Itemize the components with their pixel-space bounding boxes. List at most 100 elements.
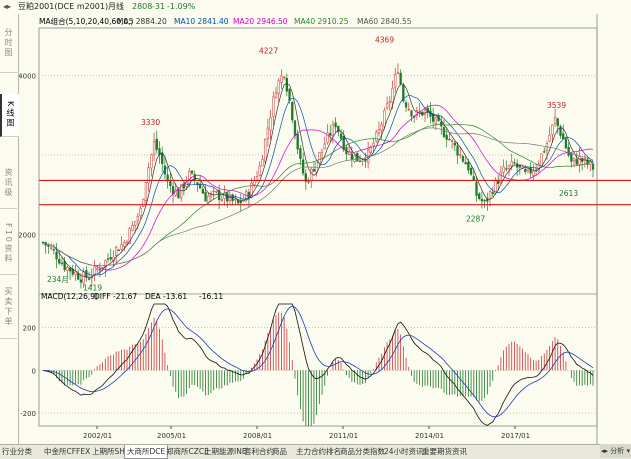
candle-body (152, 141, 156, 155)
candle-body (58, 259, 61, 264)
period-label[interactable]: 月线 (108, 2, 124, 11)
exchange-tab[interactable]: 套利合约 (244, 447, 274, 456)
candle-body (296, 133, 299, 150)
price-annotation: 4227 (259, 47, 278, 56)
candle-body (212, 190, 215, 193)
candle-body (369, 146, 372, 153)
candle-body (488, 191, 492, 200)
tab-intraday[interactable]: 分时图 (0, 14, 17, 73)
candle-body (166, 174, 169, 182)
candle-body (391, 87, 394, 103)
tab-news[interactable]: 资讯级 (0, 158, 17, 209)
candle-body (323, 143, 326, 150)
candle-body (288, 88, 291, 101)
candle-body (104, 260, 107, 268)
candle-body (315, 161, 318, 173)
candle-body (540, 153, 543, 166)
candle-body (529, 167, 532, 174)
x-tick-label: 2014/01 (415, 432, 444, 440)
candle-body (150, 154, 153, 169)
exchange-tab[interactable]: 重要期货资讯 (422, 447, 467, 456)
price-annotation: 4369 (375, 35, 394, 44)
candle-body (266, 127, 270, 139)
exchange-tab[interactable]: 郑商所CZCE (166, 447, 209, 456)
candle-body (372, 142, 375, 146)
candle-body (55, 251, 58, 260)
exchange-tab[interactable]: 上期能源INE (204, 447, 247, 456)
candle-body (537, 163, 540, 172)
exchange-tab[interactable]: 24小时资讯 (384, 447, 424, 456)
candle-body (106, 258, 110, 260)
candle-body (469, 167, 473, 175)
candle-body (79, 279, 83, 283)
candle-body (499, 172, 503, 183)
candle-body (497, 180, 500, 184)
macd-dea-legend: DEA -13.61 (145, 292, 187, 301)
price-annotation: 1419 (83, 284, 102, 293)
exchange-tab-bar: 行业分类 中金所CFFEX 上期所SHFE 大商所DCE 郑商所CZCE 上期能源INE 套… (0, 444, 631, 459)
ma10-line (42, 94, 594, 276)
candle-body (440, 121, 443, 127)
exchange-tab[interactable]: 商品 (272, 447, 287, 456)
nav-arrows-icon[interactable]: ◂▸ (3, 2, 12, 11)
candle-body (532, 171, 535, 176)
exchange-tab[interactable]: 商品分类指数 (340, 447, 385, 456)
price-tick-label: 4000 (19, 73, 36, 81)
candle-body (133, 221, 137, 226)
candle-body (377, 129, 381, 134)
candle-body (320, 149, 324, 153)
price-change-pct: -1.09% (167, 2, 196, 11)
exchange-tab[interactable]: 行业分类 (2, 447, 32, 456)
x-tick-label: 2011/01 (329, 432, 358, 440)
candle-body (578, 156, 581, 165)
candle-body (337, 126, 340, 133)
candle-body (171, 186, 175, 195)
tab-f10[interactable]: F10资料 (0, 212, 17, 275)
candle-body (459, 154, 462, 156)
view-tab-sidebar: 分时图 K线图 资讯级 F10资料 买卖下单 (0, 14, 19, 444)
candle-body (358, 160, 362, 163)
candle-body (361, 159, 364, 162)
price-annotation: 2613 (559, 189, 578, 198)
macd-indicator-label: MACD(12,26,9) (41, 292, 98, 301)
exchange-tab[interactable]: 中金所CFFEX (44, 447, 91, 456)
candle-body (144, 182, 148, 201)
candle-body (188, 170, 191, 184)
candle-body (570, 152, 573, 162)
ma20-line (42, 104, 594, 271)
candle-body (60, 262, 64, 265)
candle-body (586, 159, 589, 165)
candle-body (147, 167, 150, 184)
scroll-arrows-icon[interactable]: ◂▸ 分析 ▾ (600, 444, 631, 458)
candle-body (131, 224, 134, 231)
last-price: 2808 (132, 2, 153, 11)
kline-chart[interactable]: 3330 4227 4369 3539 2287 2613 1419 234月 4000 200… (19, 14, 631, 444)
ma5-legend: MA5 2884.20 (117, 17, 167, 26)
candle-body (280, 75, 283, 83)
ma5-line (42, 83, 594, 279)
candle-body (510, 161, 513, 167)
candle-body (423, 109, 427, 115)
candle-body (96, 268, 99, 270)
candle-body (101, 266, 104, 269)
tab-kline[interactable]: K线图 (0, 94, 19, 137)
candle-body (353, 155, 356, 162)
candle-body (478, 193, 481, 199)
candle-body (399, 72, 402, 85)
candle-body (207, 195, 210, 203)
candle-body (63, 260, 66, 271)
exchange-tab[interactable]: 主力合约排名 (296, 447, 341, 456)
exchange-tab[interactable]: 大商所DCE (124, 445, 169, 459)
candle-body (68, 267, 72, 272)
symbol-title: 豆粕2001(DCE m2001) (18, 2, 109, 11)
candle-body (180, 184, 183, 199)
candle-body (562, 133, 565, 140)
candle-body (85, 270, 88, 278)
exchange-tab[interactable]: 上期所SHFE (92, 447, 134, 456)
candle-body (334, 122, 337, 128)
candle-body (383, 110, 386, 128)
candle-body (155, 138, 158, 150)
candle-body (49, 247, 53, 249)
candle-body (220, 198, 223, 201)
tab-order[interactable]: 买卖下单 (0, 276, 17, 339)
